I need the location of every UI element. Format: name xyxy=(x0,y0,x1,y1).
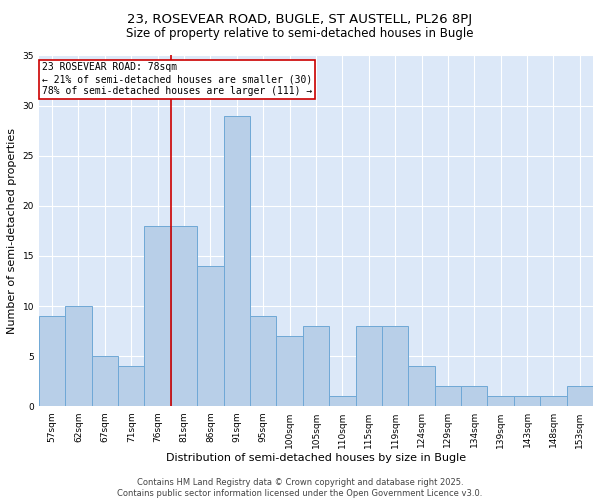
Bar xyxy=(224,116,250,406)
Bar xyxy=(409,366,435,406)
Bar xyxy=(461,386,487,406)
Y-axis label: Number of semi-detached properties: Number of semi-detached properties xyxy=(7,128,17,334)
Bar xyxy=(356,326,382,406)
Bar xyxy=(39,316,65,406)
Bar xyxy=(92,356,118,406)
Bar xyxy=(277,336,303,406)
Text: Contains HM Land Registry data © Crown copyright and database right 2025.
Contai: Contains HM Land Registry data © Crown c… xyxy=(118,478,482,498)
Bar xyxy=(382,326,409,406)
Bar xyxy=(250,316,277,406)
Bar xyxy=(487,396,514,406)
Bar xyxy=(540,396,566,406)
Bar xyxy=(145,226,171,406)
Bar xyxy=(435,386,461,406)
X-axis label: Distribution of semi-detached houses by size in Bugle: Distribution of semi-detached houses by … xyxy=(166,453,466,463)
Bar xyxy=(329,396,356,406)
Text: 23, ROSEVEAR ROAD, BUGLE, ST AUSTELL, PL26 8PJ: 23, ROSEVEAR ROAD, BUGLE, ST AUSTELL, PL… xyxy=(127,12,473,26)
Bar xyxy=(514,396,540,406)
Bar xyxy=(171,226,197,406)
Text: Size of property relative to semi-detached houses in Bugle: Size of property relative to semi-detach… xyxy=(126,28,474,40)
Bar xyxy=(566,386,593,406)
Bar xyxy=(118,366,145,406)
Text: 23 ROSEVEAR ROAD: 78sqm
← 21% of semi-detached houses are smaller (30)
78% of se: 23 ROSEVEAR ROAD: 78sqm ← 21% of semi-de… xyxy=(41,62,312,96)
Bar xyxy=(65,306,92,406)
Bar xyxy=(303,326,329,406)
Bar xyxy=(197,266,224,406)
